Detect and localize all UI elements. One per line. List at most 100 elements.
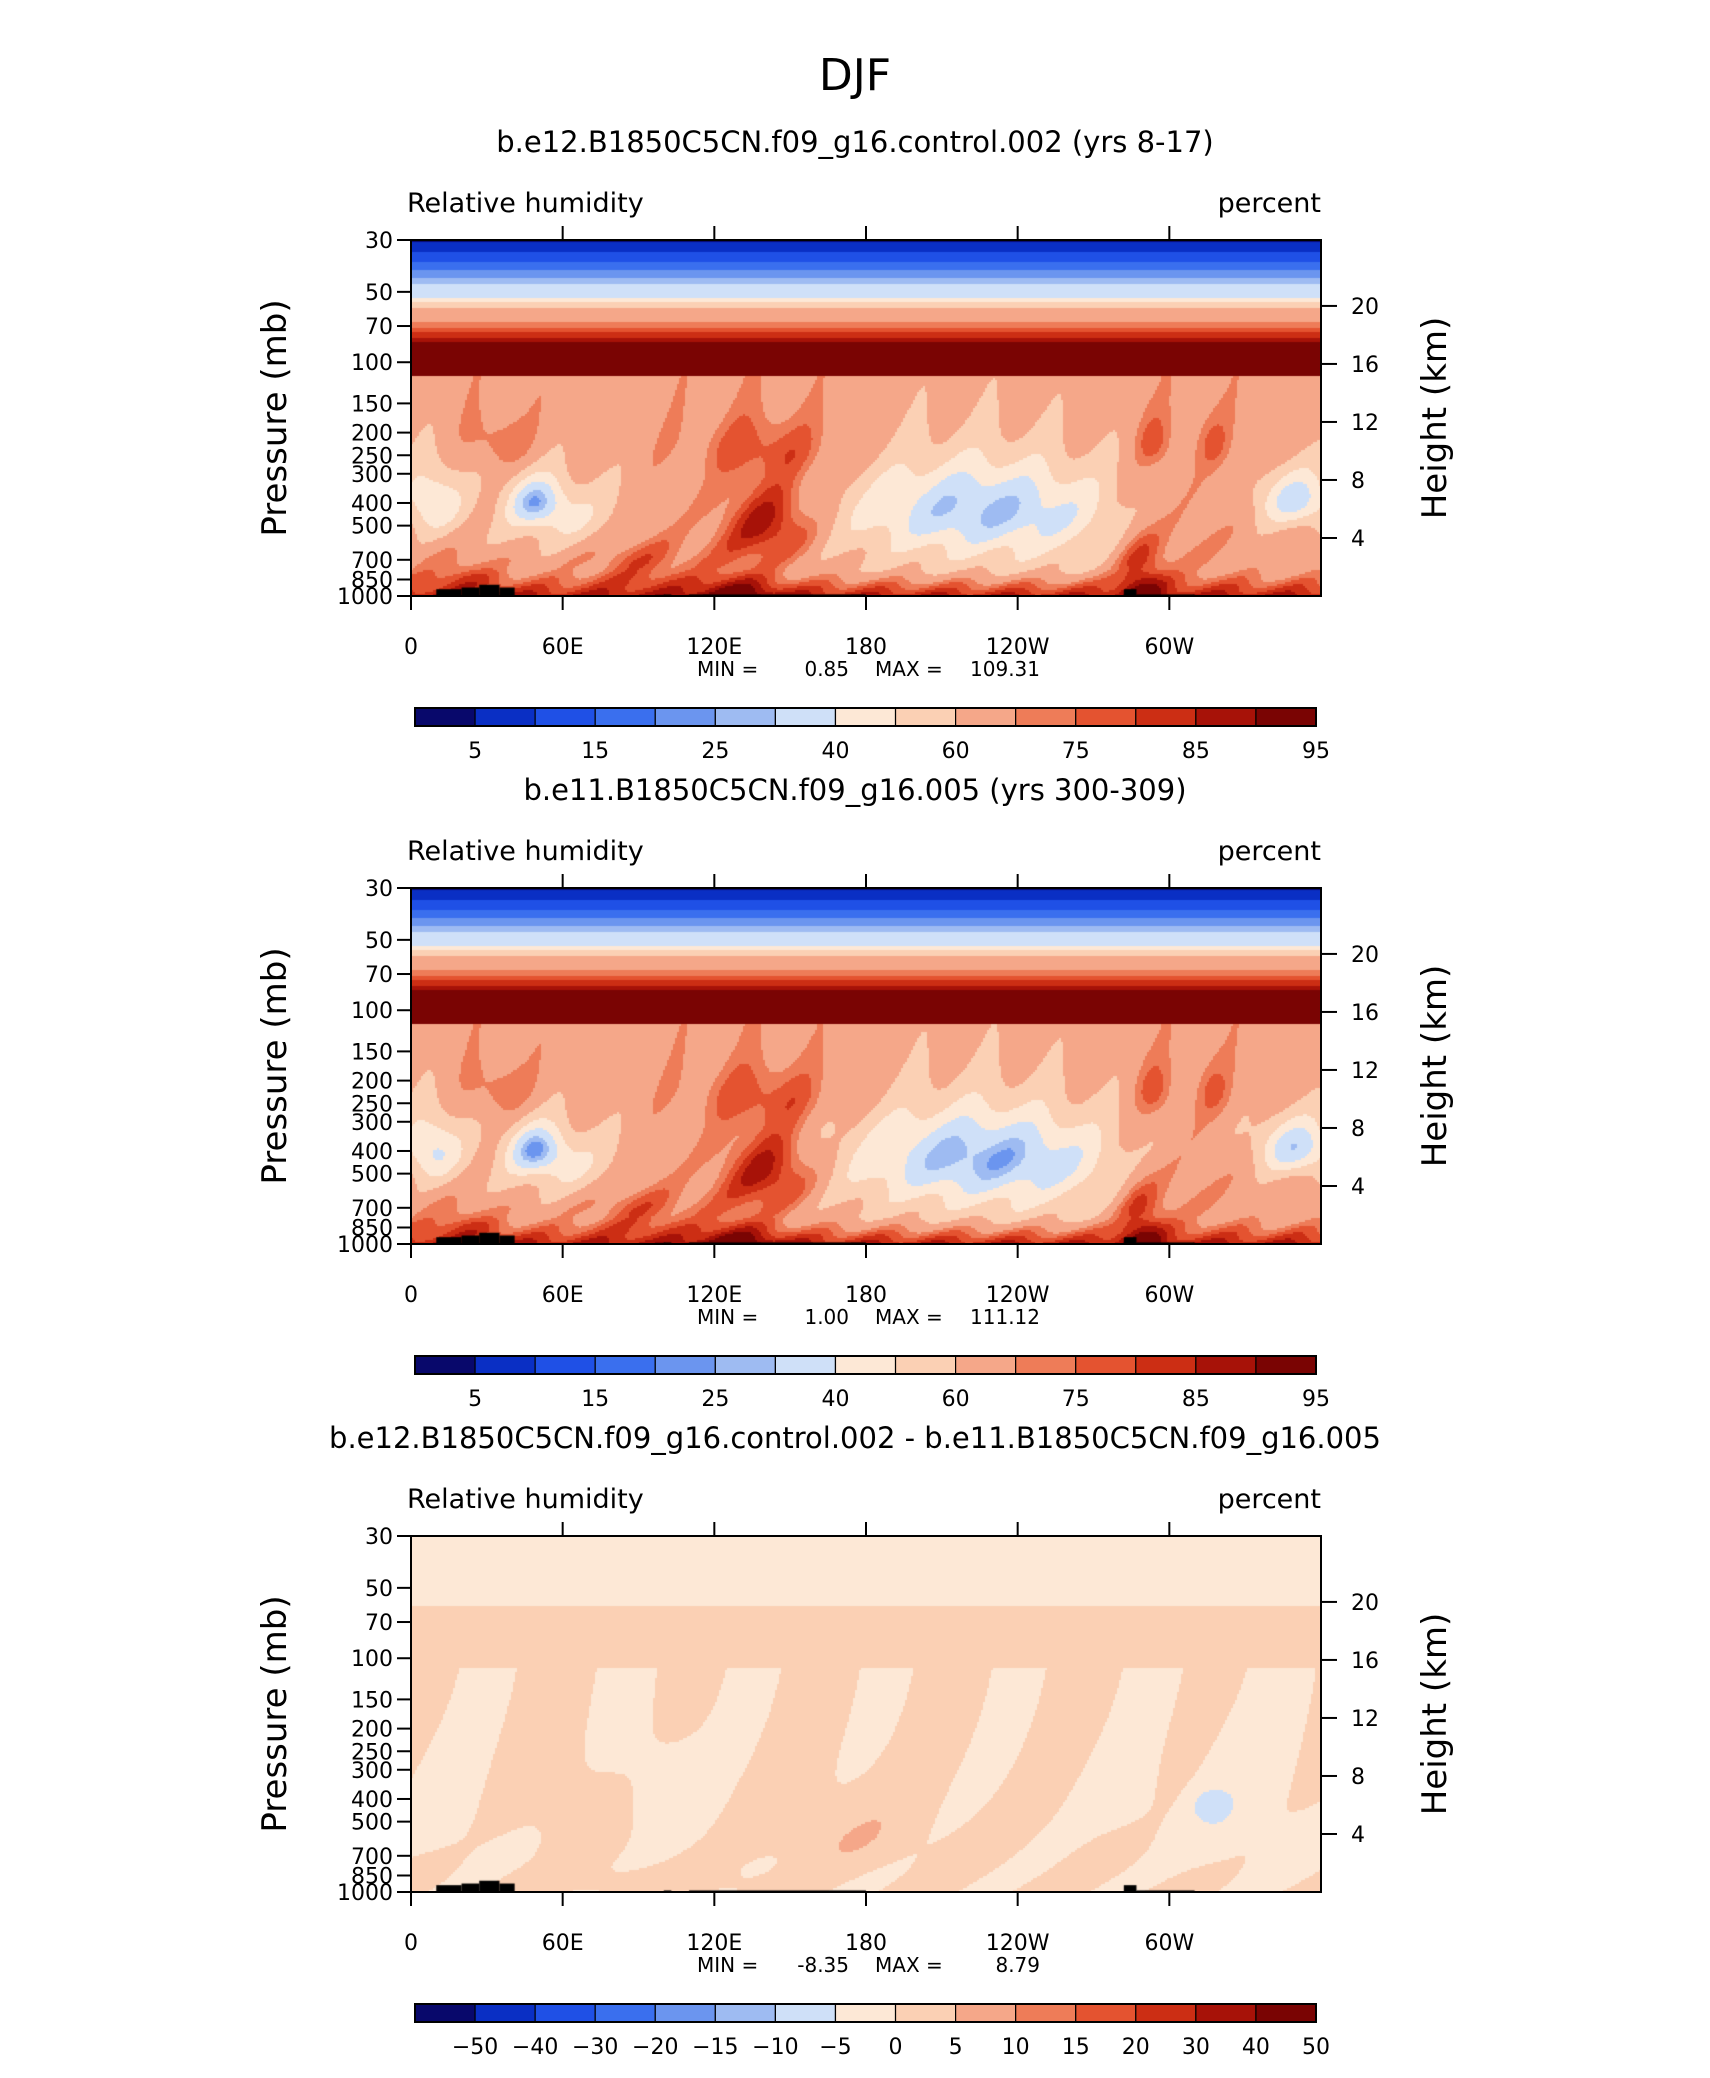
- y-tick-label: 400: [351, 492, 393, 517]
- colorbar-label: 15: [1062, 2035, 1090, 2060]
- y2-axis-label: Height (km): [1415, 317, 1455, 520]
- y-tick-label: 100: [351, 351, 393, 376]
- y2-tick-label: 4: [1351, 1175, 1365, 1200]
- colorbar-label: 85: [1182, 739, 1210, 764]
- y2-tick-label: 12: [1351, 411, 1379, 436]
- y-tick-label: 500: [351, 1811, 393, 1836]
- y-tick-label: 850: [351, 569, 393, 594]
- x-tick-label: 0: [404, 1931, 418, 1956]
- min-value: 1.00: [804, 1305, 849, 1329]
- y-tick-label: 1000: [337, 585, 393, 610]
- colorbar-swatch: [1255, 707, 1317, 727]
- colorbar-swatch: [1135, 707, 1197, 727]
- x-tick-label: 120E: [686, 1931, 742, 1956]
- colorbar-label: −10: [752, 2035, 798, 2060]
- colorbar-swatch: [894, 2003, 957, 2023]
- colorbar-swatch: [1195, 707, 1257, 727]
- colorbar-swatch: [714, 1355, 776, 1375]
- y-tick-label: 500: [351, 1163, 393, 1188]
- colorbar-label: 40: [1242, 2035, 1270, 2060]
- panel-3: b.e12.B1850C5CN.f09_g16.control.002 - b.…: [255, 1421, 1455, 2060]
- y2-tick-label: 16: [1351, 1001, 1379, 1026]
- y-tick-label: 50: [365, 1577, 393, 1602]
- min-value: -8.35: [797, 1953, 849, 1977]
- contour-field: [411, 888, 1321, 1244]
- y2-tick-label: 4: [1351, 527, 1365, 552]
- page-title: DJF: [819, 50, 891, 101]
- colorbar-swatch: [414, 1355, 476, 1375]
- panel-title: b.e12.B1850C5CN.f09_g16.control.002 (yrs…: [496, 125, 1213, 159]
- y-tick-label: 400: [351, 1140, 393, 1165]
- colorbar-swatch: [834, 2003, 897, 2023]
- variable-label: Relative humidity: [407, 188, 644, 219]
- y-tick-label: 500: [351, 515, 393, 540]
- colorbar-label: 15: [581, 739, 609, 764]
- colorbar-swatch: [1075, 707, 1137, 727]
- panel-title: b.e11.B1850C5CN.f09_g16.005 (yrs 300-309…: [523, 773, 1186, 807]
- x-tick-label: 120W: [986, 635, 1050, 660]
- x-tick-label: 60W: [1144, 1283, 1194, 1308]
- colorbar-swatch: [1075, 2003, 1137, 2023]
- y-tick-label: 30: [365, 1525, 393, 1550]
- y2-tick-label: 8: [1351, 1117, 1365, 1142]
- y2-tick-label: 4: [1351, 1823, 1365, 1848]
- colorbar-swatch: [654, 1355, 716, 1375]
- max-value: 8.79: [995, 1953, 1040, 1977]
- min-label: MIN =: [697, 1953, 758, 1977]
- y-tick-label: 30: [365, 229, 393, 254]
- y-tick-label: 100: [351, 999, 393, 1024]
- y2-tick-label: 12: [1351, 1059, 1379, 1084]
- colorbar-swatch: [834, 1355, 897, 1375]
- colorbar-swatch: [474, 1355, 536, 1375]
- colorbar-swatch: [414, 2003, 476, 2023]
- min-label: MIN =: [697, 657, 758, 681]
- max-label: MAX =: [875, 657, 943, 681]
- y2-axis-label: Height (km): [1415, 1613, 1455, 1816]
- x-tick-label: 0: [404, 1283, 418, 1308]
- colorbar-swatch: [1075, 1355, 1137, 1375]
- colorbar-label: −5: [819, 2035, 851, 2060]
- y2-tick-label: 12: [1351, 1707, 1379, 1732]
- units-label: percent: [1218, 836, 1321, 867]
- colorbar-swatch: [894, 707, 957, 727]
- colorbar-label: 5: [468, 739, 482, 764]
- contour-field: [411, 240, 1321, 596]
- colorbar-swatch: [774, 2003, 837, 2023]
- colorbar-label: 5: [468, 1387, 482, 1412]
- colorbar-swatch: [654, 2003, 716, 2023]
- colorbar-label: 30: [1182, 2035, 1210, 2060]
- min-label: MIN =: [697, 1305, 758, 1329]
- colorbar-label: 10: [1002, 2035, 1030, 2060]
- y-tick-label: 700: [351, 1845, 393, 1870]
- variable-label: Relative humidity: [407, 1484, 644, 1515]
- colorbar-label: −40: [512, 2035, 558, 2060]
- colorbar-label: 95: [1302, 739, 1330, 764]
- x-tick-label: 120E: [686, 635, 742, 660]
- x-tick-label: 120W: [986, 1931, 1050, 1956]
- colorbar-swatch: [594, 707, 656, 727]
- y-tick-label: 150: [351, 1040, 393, 1065]
- x-tick-label: 180: [845, 1931, 887, 1956]
- colorbar-label: 75: [1062, 739, 1090, 764]
- y-tick-label: 300: [351, 463, 393, 488]
- x-tick-label: 60W: [1144, 635, 1194, 660]
- colorbar-frame: [414, 2003, 1317, 2023]
- y-tick-label: 400: [351, 1788, 393, 1813]
- y2-tick-label: 8: [1351, 1765, 1365, 1790]
- y2-tick-label: 16: [1351, 353, 1379, 378]
- colorbar-label: 25: [701, 1387, 729, 1412]
- colorbar-swatch: [714, 707, 776, 727]
- colorbar-label: 5: [949, 2035, 963, 2060]
- x-tick-label: 120E: [686, 1283, 742, 1308]
- colorbar-label: 85: [1182, 1387, 1210, 1412]
- colorbar-swatch: [654, 707, 716, 727]
- y2-tick-label: 20: [1351, 943, 1379, 968]
- colorbar-swatch: [1135, 2003, 1197, 2023]
- variable-label: Relative humidity: [407, 836, 644, 867]
- colorbar-label: 40: [821, 739, 849, 764]
- colorbar-swatch: [1135, 1355, 1197, 1375]
- colorbar-swatch: [594, 1355, 656, 1375]
- colorbar-label: 60: [942, 739, 970, 764]
- y2-axis-label: Height (km): [1415, 965, 1455, 1168]
